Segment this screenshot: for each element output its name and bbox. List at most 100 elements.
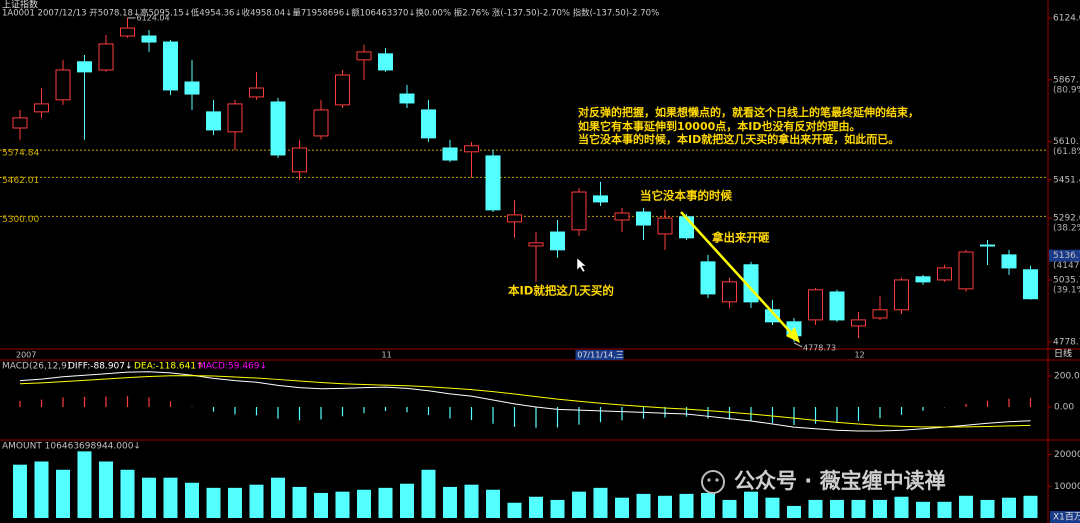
candle-body [958,251,974,290]
candle-body [507,214,522,223]
volume-bar [163,477,178,518]
candle-body [679,216,694,239]
volume-bar [615,497,629,518]
candle-body [894,279,909,311]
quote-info: 1A0001 2007/12/13 开5078.18↓高5095.15↓低495… [2,8,659,19]
y-tick-label: 100000 [1054,482,1080,492]
candle-body [872,309,888,319]
annotation: 当它没本事的时候 [640,189,732,203]
candle-body [1001,254,1017,269]
volume-bar [916,501,930,518]
volume-bar [572,491,586,518]
watermark: 公众号 · 薇宝缠中读禅 [701,469,946,494]
volume-bar [77,451,92,518]
volume-bar [142,477,156,518]
y-tick-label: 4778.7 [1053,337,1080,347]
volume-bar [335,491,350,518]
candle-body [55,69,71,101]
volume-bar [34,461,49,518]
volume-bar [185,482,199,518]
volume-bar [873,499,887,518]
candle-body [722,281,737,303]
candle-body [227,103,243,133]
cursor-date-box [575,350,624,360]
candle-body [356,51,372,61]
annotation: 拿出来开砸 [711,231,770,245]
max-label: 6124.04 [137,13,170,22]
y-tick-label: 5867.1 [1053,75,1080,85]
volume-bar [378,487,393,518]
annotation: 本ID就把这几天买的 [508,284,614,298]
arrow-head [786,327,800,343]
candle-body [1023,269,1038,300]
volume-bar [701,492,715,518]
volume-bar [851,499,866,518]
candle-body [270,101,286,156]
candle-body [206,111,221,131]
candle-body [485,155,501,211]
level-label: 5462.01 [2,176,39,186]
x-tick-label: 11 [382,351,392,360]
mouse-cursor [576,257,587,273]
volume-bar [1023,495,1038,518]
volume-bar [787,505,801,518]
volume-bar [980,499,995,518]
current-price-box [1049,249,1080,262]
volume-bar [99,461,113,518]
candle-body [937,267,952,281]
annotation: 如果它有本事延伸到10000点，本ID也没有反对的理由。 [578,119,861,133]
candle-body [808,289,823,321]
candle-body [636,211,651,226]
volume-unit: X1百万 [1053,512,1080,523]
macd-title: MACD(26,12,9) [2,362,70,372]
candle-body [614,212,630,221]
level-label: 5300.00 [2,215,39,225]
volume-bar [959,495,973,518]
candle-body [464,145,479,153]
candle-body [829,291,845,321]
candle-body [292,147,307,173]
candle-body [249,87,264,98]
volume-bar [1002,497,1016,518]
volume-bar [636,493,651,518]
candle-body [593,195,608,203]
macd-line [19,375,1031,428]
y-tick-label: 6124.0 [1053,13,1080,23]
candle-body [77,61,92,73]
min-pointer [793,342,803,348]
x-tick-label: 07/11/14,三 [577,351,623,360]
y-tick-label: 5035.7 [1053,276,1080,286]
watermark-icon [707,478,711,482]
y-tick-label: 200.00 [1054,372,1080,382]
candle-body [442,147,458,161]
candle-body [34,103,49,113]
unit-box [1050,511,1080,523]
candle-body [335,74,350,106]
candle-body [765,309,780,323]
volume-bar [937,501,952,518]
tick-note: (38.2%) [1053,224,1080,234]
volume-bar [550,499,565,518]
volume-title: AMOUNT 106463698944.000↓ [2,442,141,452]
macd-legend: DEA:-118.641↑ [134,362,204,372]
candle-body [163,41,178,91]
candle-body [184,81,200,95]
plot-area: 6124.0 5867.1 5610.1 5451.4 5292.6 5136.70 503… [0,13,1080,518]
candle-body [915,276,931,283]
y-tick-label: 200000 [1054,450,1080,460]
volume-bar [593,487,608,518]
candle-body [528,242,544,247]
volume-bar [744,491,758,518]
min-label: 4778.73 [803,343,836,352]
volume-bar [13,464,27,518]
tick-note: (80.9%) [1053,85,1080,95]
watermark-icon [715,478,719,482]
y-tick-label: 5610.1 [1053,137,1080,147]
volume-bar [271,477,285,518]
volume-bar [249,484,264,518]
volume-bar [357,489,371,518]
candle-body [399,93,415,104]
volume-bar [507,502,522,518]
